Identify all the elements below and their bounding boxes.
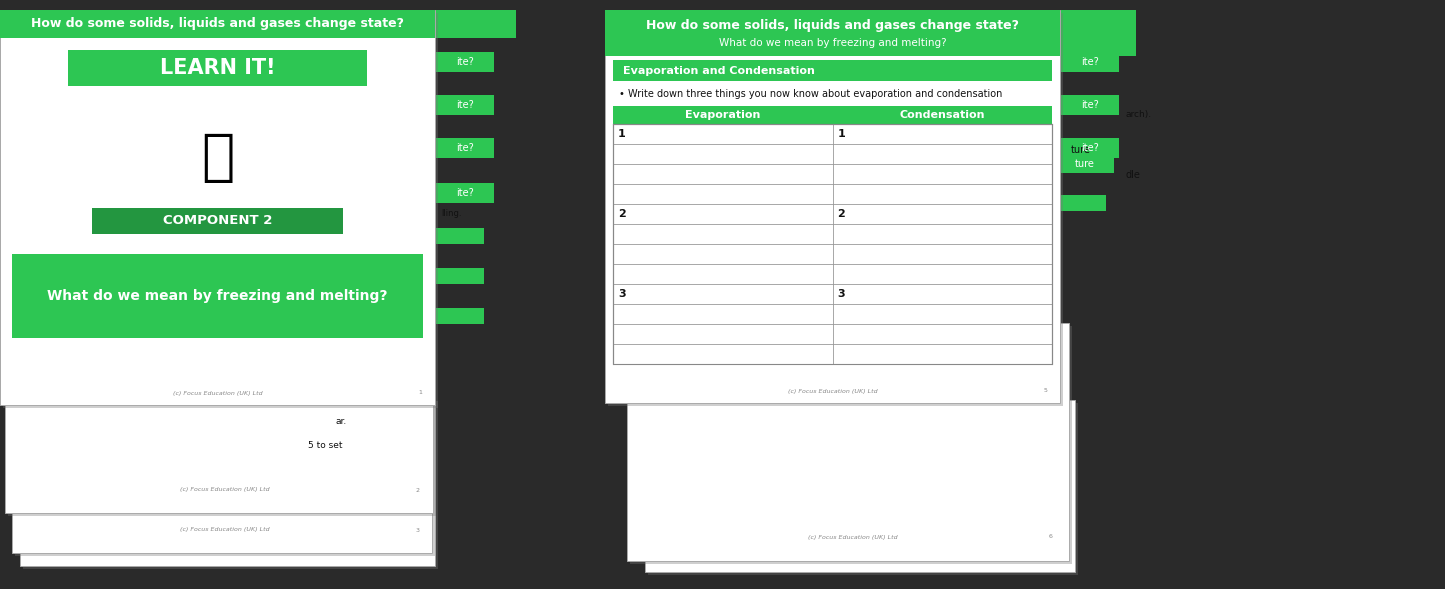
Bar bbox=[613, 60, 1052, 81]
Bar bbox=[608, 13, 1064, 406]
Text: Evaporation: Evaporation bbox=[685, 110, 760, 120]
Bar bbox=[23, 401, 438, 569]
Text: How do some solids, liquids and gases change state?: How do some solids, liquids and gases ch… bbox=[30, 18, 405, 31]
Bar bbox=[92, 208, 342, 234]
Bar bbox=[1061, 138, 1118, 158]
Text: Evaporation and Condensation: Evaporation and Condensation bbox=[623, 65, 815, 75]
Bar bbox=[1061, 10, 1136, 56]
Text: ite?: ite? bbox=[457, 143, 474, 153]
Text: What do we mean by freezing and melting?: What do we mean by freezing and melting? bbox=[48, 289, 387, 303]
Text: (c) Focus Education (UK) Ltd: (c) Focus Education (UK) Ltd bbox=[173, 391, 263, 395]
Text: (c) Focus Education (UK) Ltd: (c) Focus Education (UK) Ltd bbox=[821, 548, 910, 554]
Text: ite?: ite? bbox=[457, 57, 474, 67]
Text: • Write down three things you now know about evaporation and condensation: • Write down three things you now know a… bbox=[618, 89, 1003, 99]
Bar bbox=[655, 415, 785, 480]
Text: 3: 3 bbox=[618, 289, 626, 299]
Bar bbox=[436, 228, 484, 244]
Bar bbox=[20, 398, 435, 566]
Text: 1: 1 bbox=[618, 129, 626, 139]
Text: 3: 3 bbox=[838, 289, 845, 299]
Bar bbox=[644, 400, 1075, 572]
Text: 4: 4 bbox=[418, 548, 422, 554]
Text: 1: 1 bbox=[838, 129, 845, 139]
Text: ar.: ar. bbox=[335, 418, 347, 426]
Text: (c) Focus Education (UK) Ltd: (c) Focus Education (UK) Ltd bbox=[808, 534, 897, 540]
Bar bbox=[436, 52, 494, 72]
Text: (c) Focus Education (UK) Ltd: (c) Focus Education (UK) Ltd bbox=[181, 488, 270, 492]
Text: lling.: lling. bbox=[441, 210, 461, 219]
Text: What do we mean by freezing and melting?: What do we mean by freezing and melting? bbox=[718, 38, 946, 48]
Text: 1: 1 bbox=[418, 391, 422, 395]
Text: 5: 5 bbox=[1043, 389, 1048, 393]
Bar bbox=[0, 10, 435, 405]
Text: 2: 2 bbox=[838, 209, 845, 219]
Text: LEARN IT!: LEARN IT! bbox=[160, 58, 275, 78]
Text: ite?: ite? bbox=[457, 100, 474, 110]
Text: ite?: ite? bbox=[1081, 57, 1098, 67]
Bar bbox=[613, 124, 1052, 364]
Text: 🦉: 🦉 bbox=[201, 131, 234, 185]
Bar bbox=[1056, 155, 1114, 173]
Bar bbox=[12, 254, 423, 338]
Text: (c) Focus Education (UK) Ltd: (c) Focus Education (UK) Ltd bbox=[191, 548, 280, 554]
Text: ite?: ite? bbox=[457, 188, 474, 198]
Bar bbox=[630, 326, 1072, 564]
Bar bbox=[613, 106, 832, 124]
Text: 3: 3 bbox=[416, 528, 420, 532]
Text: dle: dle bbox=[1126, 170, 1142, 180]
Text: ture: ture bbox=[1071, 145, 1091, 155]
Bar bbox=[627, 323, 1069, 561]
Bar bbox=[605, 10, 1061, 56]
Text: ture: ture bbox=[1075, 159, 1095, 169]
Bar bbox=[436, 95, 494, 115]
Bar bbox=[436, 268, 484, 284]
Bar bbox=[9, 266, 436, 516]
Bar bbox=[4, 263, 433, 513]
Bar bbox=[1061, 52, 1118, 72]
Bar bbox=[0, 10, 435, 38]
Bar bbox=[1056, 195, 1105, 211]
Text: 5 to set: 5 to set bbox=[308, 441, 342, 449]
Text: ite?: ite? bbox=[1081, 100, 1098, 110]
Text: COMPONENT 2: COMPONENT 2 bbox=[163, 214, 272, 227]
Text: (c) Focus Education (UK) Ltd: (c) Focus Education (UK) Ltd bbox=[181, 528, 270, 532]
Bar bbox=[647, 403, 1078, 575]
Bar bbox=[14, 336, 435, 556]
Text: Condensation: Condensation bbox=[899, 110, 985, 120]
Bar bbox=[1061, 95, 1118, 115]
Text: 2: 2 bbox=[416, 488, 420, 492]
Bar bbox=[436, 10, 516, 38]
Bar bbox=[832, 106, 1052, 124]
Text: 2: 2 bbox=[618, 209, 626, 219]
Bar bbox=[436, 308, 484, 324]
Bar bbox=[436, 138, 494, 158]
Text: 7: 7 bbox=[1051, 548, 1055, 554]
Text: (c) Focus Education (UK) Ltd: (c) Focus Education (UK) Ltd bbox=[788, 389, 877, 393]
Text: 6: 6 bbox=[1049, 534, 1053, 540]
Bar bbox=[436, 183, 494, 203]
Text: out their explanations.: out their explanations. bbox=[38, 484, 142, 492]
Text: ite?: ite? bbox=[1081, 143, 1098, 153]
Bar bbox=[68, 50, 367, 86]
Bar bbox=[12, 333, 432, 553]
Bar bbox=[655, 415, 785, 480]
Bar bbox=[605, 10, 1061, 403]
Text: How do some solids, liquids and gases change state?: How do some solids, liquids and gases ch… bbox=[646, 19, 1019, 32]
Bar bbox=[3, 13, 438, 408]
Text: arch).: arch). bbox=[1126, 111, 1152, 120]
